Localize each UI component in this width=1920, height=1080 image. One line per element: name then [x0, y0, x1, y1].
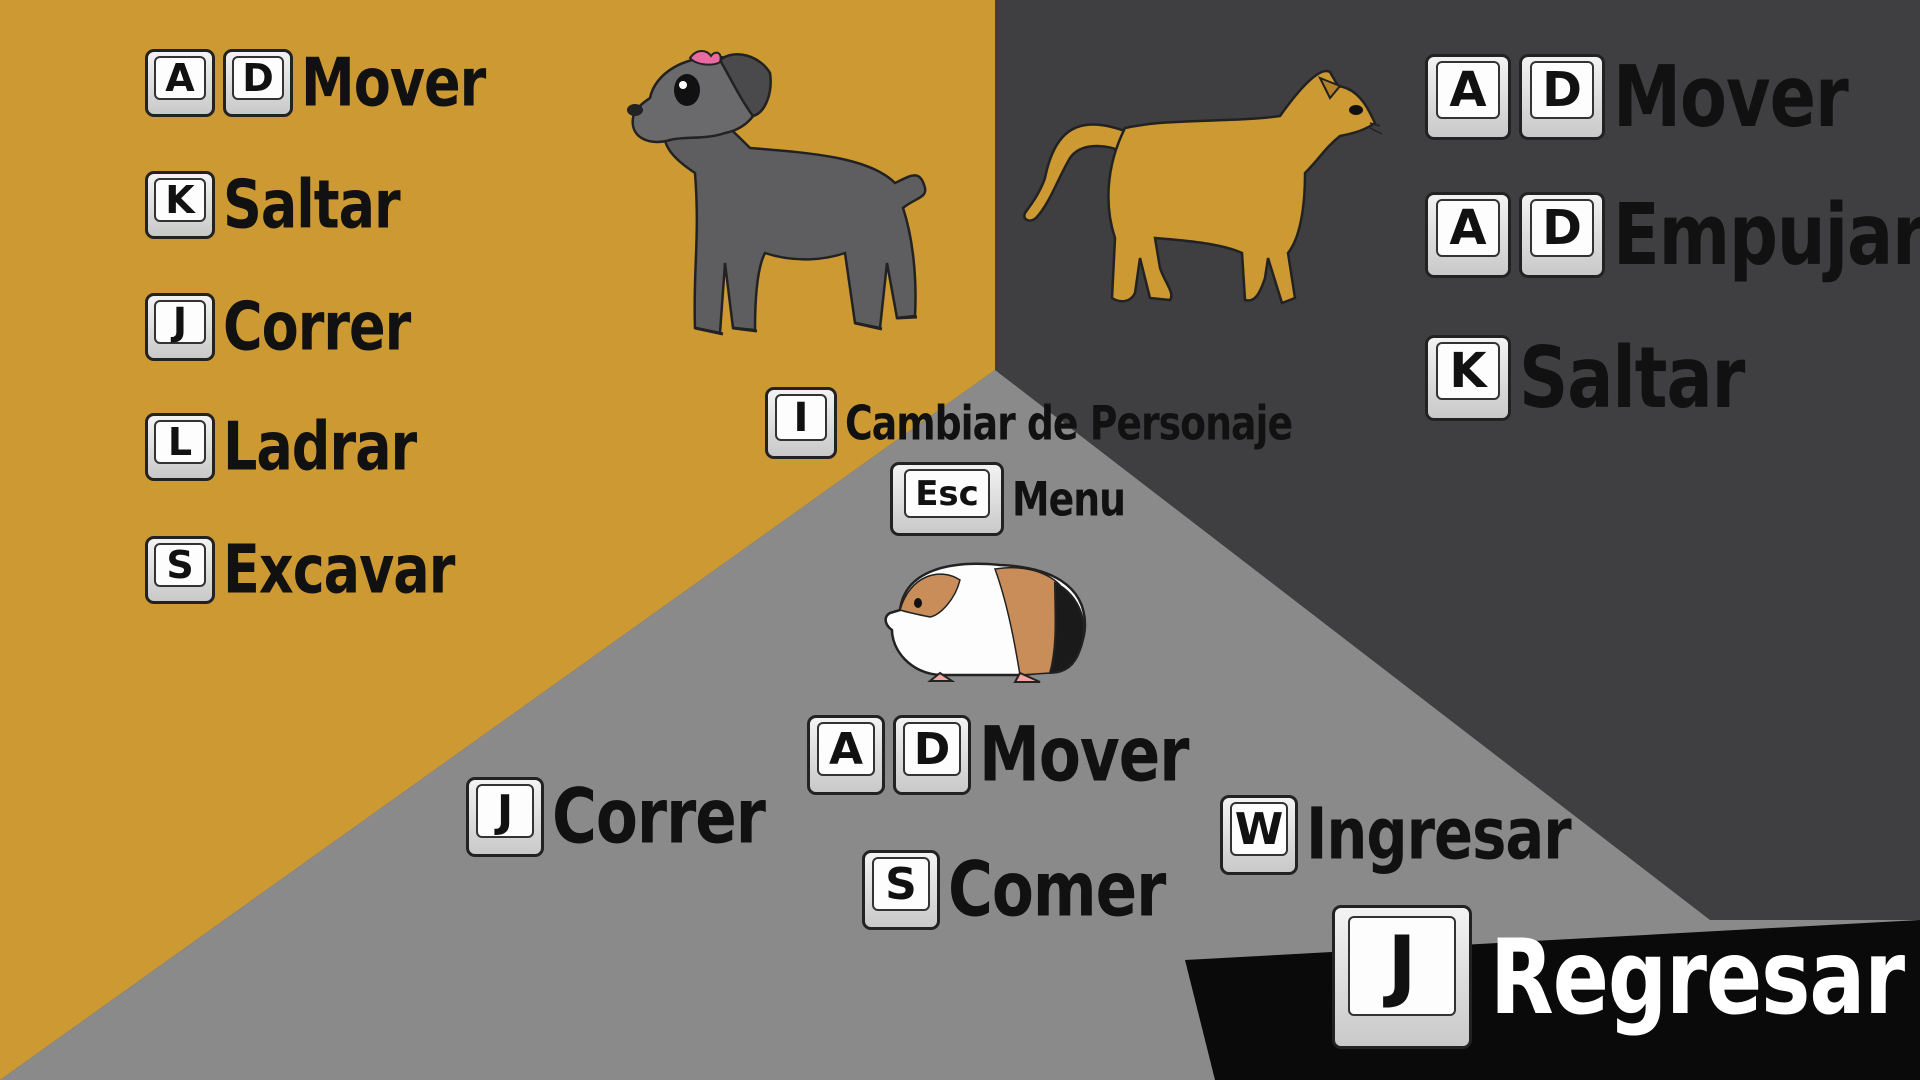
key-a[interactable]: A [1425, 191, 1511, 278]
action-label: Mover [301, 43, 486, 123]
key-d[interactable]: D [223, 49, 293, 117]
action-label: Correr [223, 287, 411, 367]
key-label: J [476, 784, 534, 838]
key-esc[interactable]: Esc [890, 462, 1004, 536]
action-label: Correr [552, 772, 766, 862]
key-label: S [154, 542, 206, 588]
key-label: J [1348, 916, 1456, 1016]
action-label: Excavar [223, 530, 455, 610]
key-label: I [774, 393, 828, 442]
guinea-pig-control-run: J Correr [466, 773, 766, 861]
back-label: Regresar [1490, 917, 1905, 1037]
cat-control-move: A D Mover [1425, 47, 1849, 146]
key-label: A [1436, 61, 1500, 119]
key-label: S [872, 857, 930, 911]
key-j[interactable]: J [466, 777, 544, 857]
key-label: K [1436, 342, 1500, 400]
dog-control-bark: L Ladrar [145, 408, 417, 486]
key-s[interactable]: S [145, 536, 215, 604]
orange-cat-icon [1023, 69, 1383, 305]
back-button[interactable]: J Regresar [1332, 905, 1905, 1049]
menu-control: Esc Menu [890, 462, 1126, 536]
key-k[interactable]: K [1425, 334, 1511, 421]
key-label: Esc [903, 469, 991, 519]
guinea-pig-control-eat: S Comer [862, 846, 1166, 934]
dog-control-dig: S Excavar [145, 531, 455, 609]
action-label: Empujar [1613, 184, 1920, 285]
guinea-pig-icon [884, 562, 1087, 683]
key-label: W [1230, 802, 1288, 856]
action-label: Comer [948, 845, 1166, 935]
key-label: L [154, 419, 206, 465]
key-l[interactable]: L [145, 413, 215, 481]
key-d[interactable]: D [1519, 53, 1605, 140]
guinea-pig-control-move: A D Mover [807, 711, 1189, 799]
action-label: Ladrar [223, 407, 417, 487]
cat-control-jump: K Saltar [1425, 328, 1745, 427]
action-label: Ingresar [1306, 793, 1572, 877]
switch-character-control: I Cambiar de Personaje [765, 387, 1293, 459]
key-label: A [817, 722, 875, 776]
key-label: D [1530, 61, 1594, 119]
action-label: Saltar [223, 165, 401, 245]
action-label: Cambiar de Personaje [845, 395, 1293, 451]
key-label: D [903, 722, 961, 776]
key-w[interactable]: W [1220, 795, 1298, 875]
action-label: Menu [1012, 471, 1126, 527]
key-d[interactable]: D [1519, 191, 1605, 278]
key-j[interactable]: J [145, 293, 215, 361]
schnauzer-dog-icon [627, 50, 927, 336]
key-label: A [1436, 199, 1500, 257]
guinea-pig-control-enter: W Ingresar [1220, 793, 1572, 877]
cat-control-push: A D Empujar [1425, 185, 1920, 284]
dog-control-jump: K Saltar [145, 166, 401, 244]
key-s[interactable]: S [862, 850, 940, 930]
key-label: K [154, 177, 206, 223]
key-a[interactable]: A [807, 715, 885, 795]
key-label: D [1530, 199, 1594, 257]
key-d[interactable]: D [893, 715, 971, 795]
key-a[interactable]: A [1425, 53, 1511, 140]
key-j[interactable]: J [1332, 905, 1472, 1049]
action-label: Mover [1613, 46, 1849, 147]
key-label: D [232, 55, 284, 101]
dog-control-run: J Correr [145, 288, 411, 366]
key-k[interactable]: K [145, 171, 215, 239]
key-i[interactable]: I [765, 387, 837, 459]
dog-control-move: A D Mover [145, 44, 486, 122]
key-a[interactable]: A [145, 49, 215, 117]
key-label: J [154, 299, 206, 345]
key-label: A [154, 55, 206, 101]
action-label: Mover [979, 710, 1189, 800]
action-label: Saltar [1519, 327, 1745, 428]
